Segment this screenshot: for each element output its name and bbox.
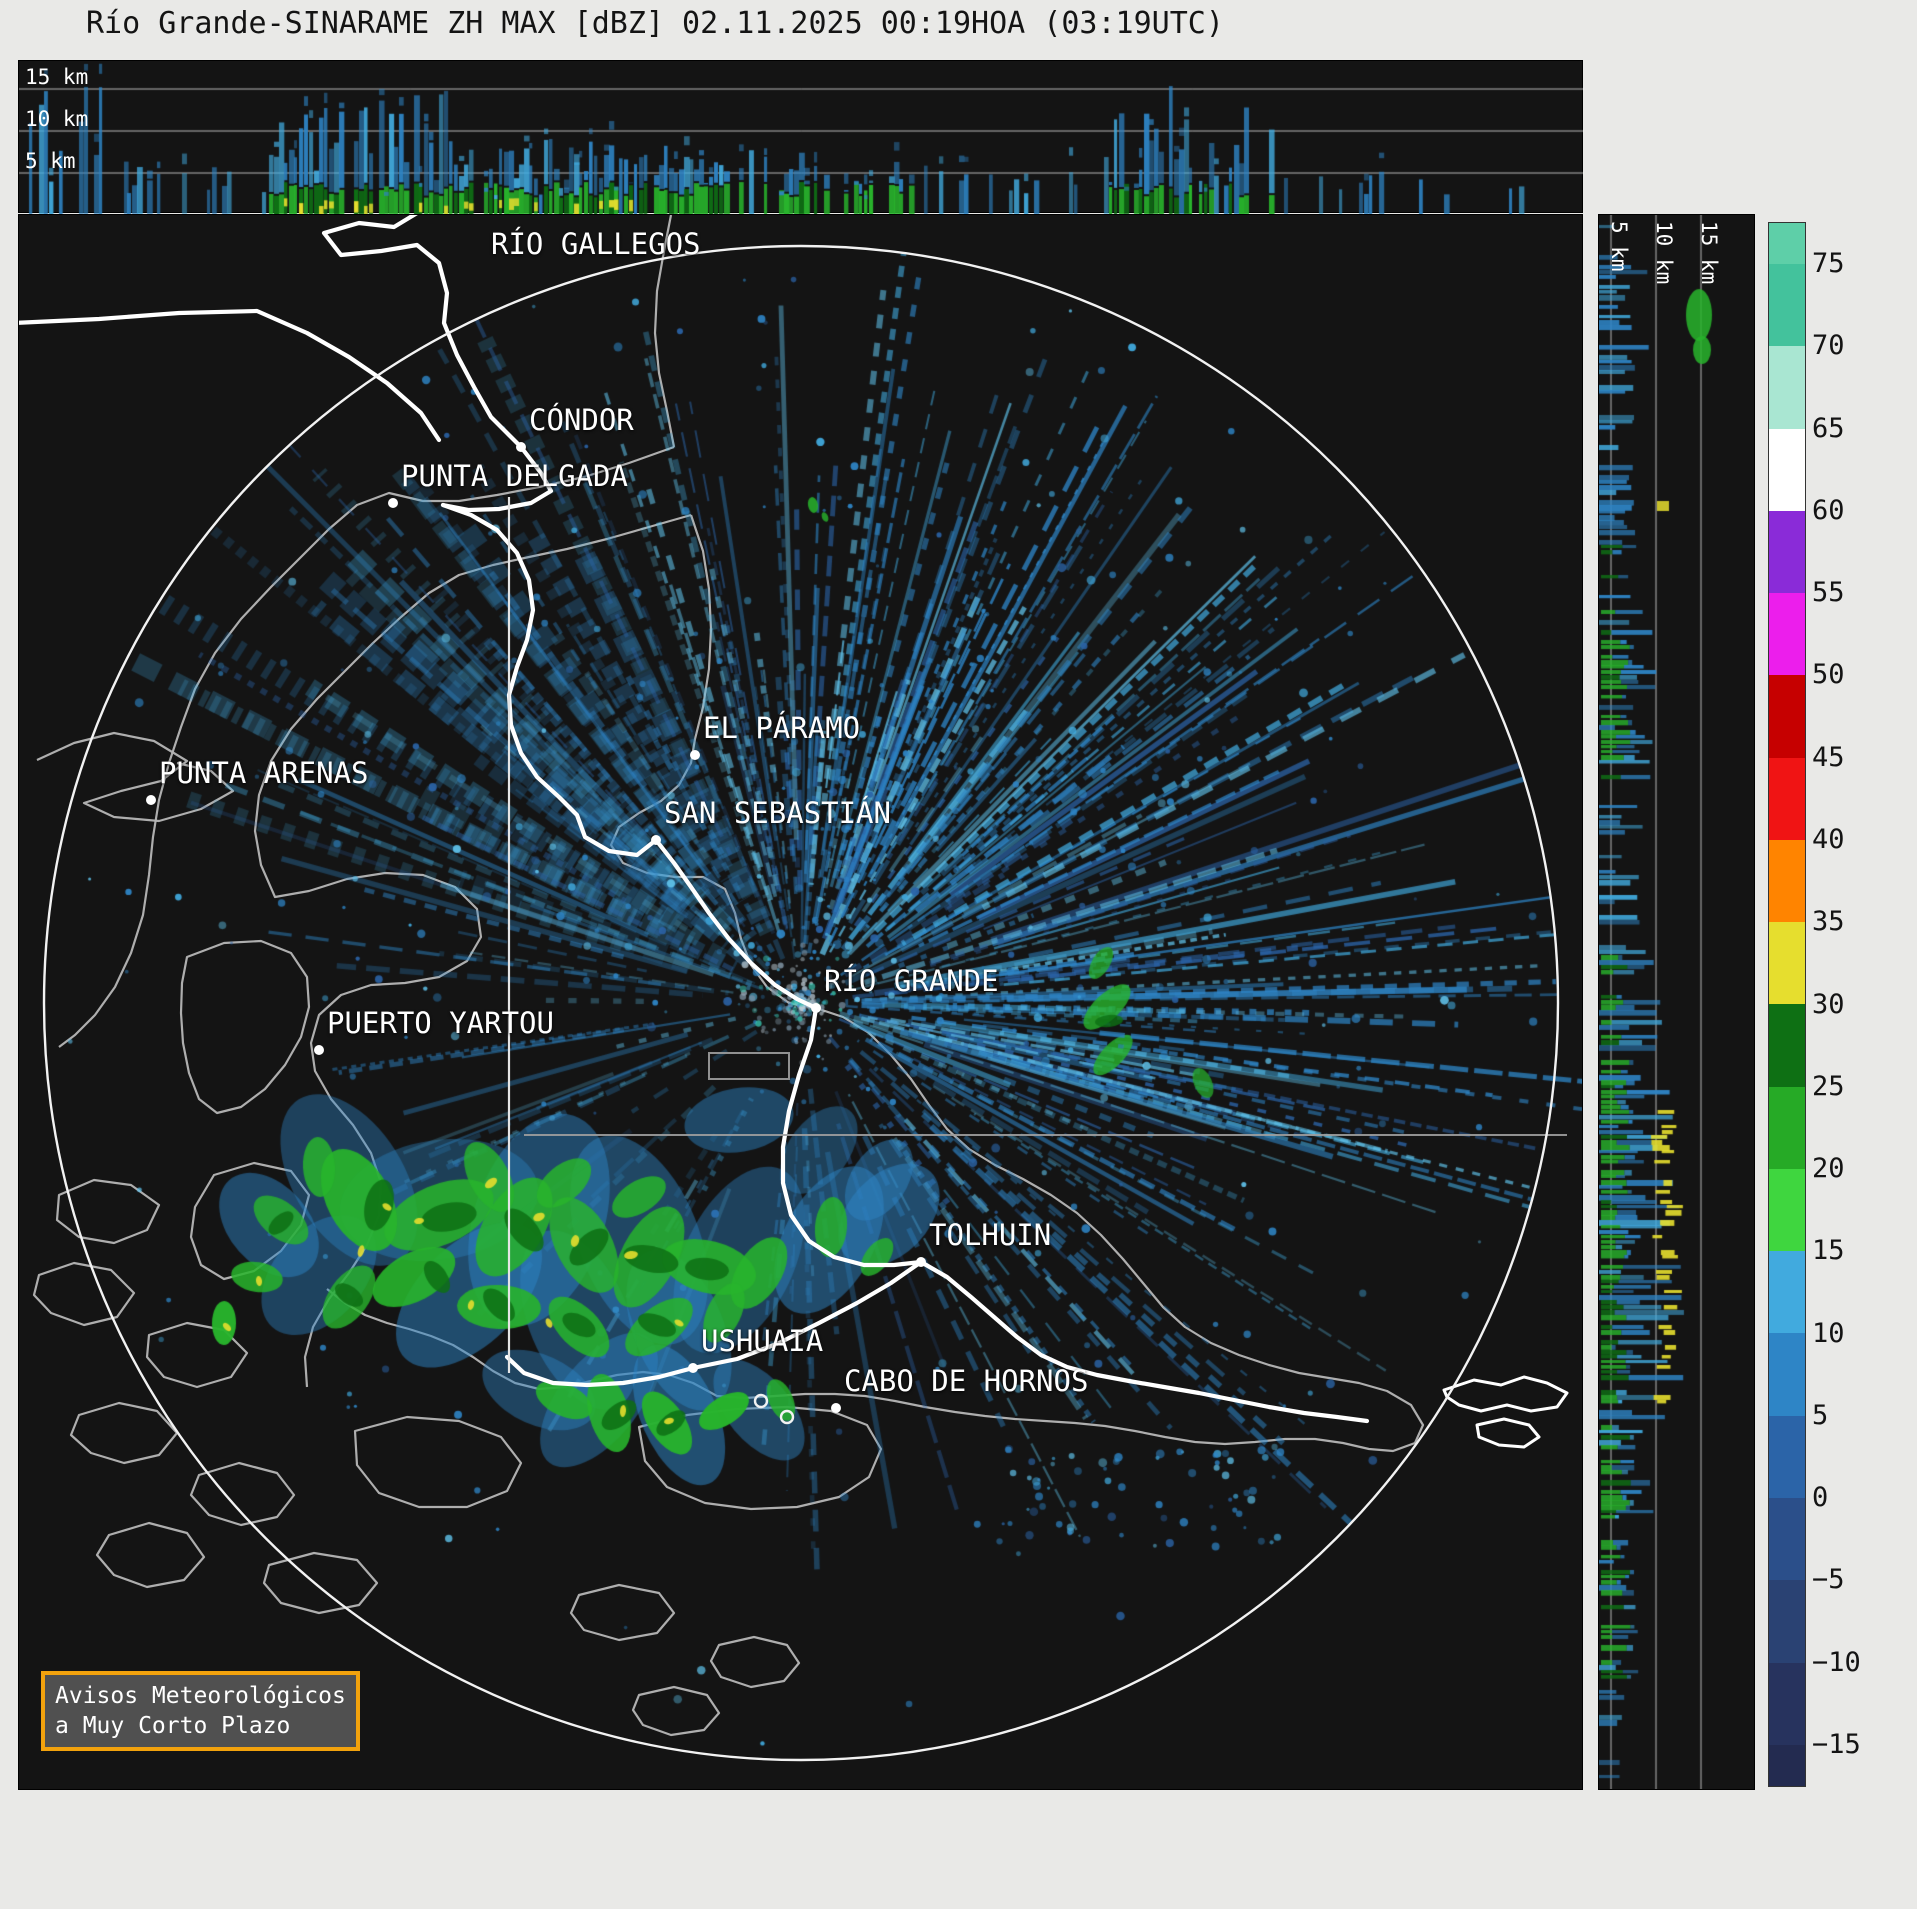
place-dot (916, 1257, 926, 1267)
colorbar-tick: −5 (1812, 1564, 1845, 1596)
altitude-label-10km: 10 km (1652, 221, 1676, 285)
colorbar-segment (1769, 1580, 1805, 1663)
place-dot (651, 835, 661, 845)
footer: Servicio Meteorológico Nacional Argentin… (0, 1790, 1917, 1909)
colorbar-segment (1769, 757, 1805, 840)
altitude-label-15km: 15 km (25, 65, 89, 89)
place-label: EL PÁRAMO (703, 711, 861, 745)
coastlines-layer (32, 215, 1425, 1737)
colorbar-tick: 30 (1812, 988, 1845, 1020)
colorbar-tick: 60 (1812, 494, 1845, 526)
radar-map-panel: RÍO GALLEGOS CÓNDOR PUNTA DELGADA EL PÁRAMO… (18, 214, 1583, 1790)
place-label: RÍO GALLEGOS (491, 227, 701, 261)
place-label: PUNTA ARENAS (159, 756, 369, 790)
colorbar (1768, 222, 1806, 1787)
place-label: CÓNDOR (529, 403, 634, 437)
colorbar-tick: 5 (1812, 1399, 1829, 1431)
cross-section-top-canvas (19, 61, 1584, 214)
colorbar-tick: 25 (1812, 1070, 1845, 1102)
place-dot (516, 442, 526, 452)
colorbar-segment (1769, 1497, 1805, 1581)
warning-notice-box: Avisos Meteorológicos a Muy Corto Plazo (41, 1671, 360, 1751)
colorbar-tick: 35 (1812, 906, 1845, 938)
colorbar-segment (1769, 839, 1805, 923)
place-dot (831, 1403, 841, 1413)
cross-section-side-panel: 5 km 10 km 15 km (1598, 214, 1755, 1790)
place-label: USHUAIA (701, 1324, 824, 1358)
colorbar-segment (1769, 510, 1805, 594)
colorbar-segment (1769, 675, 1805, 758)
colorbar-tick: −15 (1812, 1729, 1861, 1760)
altitude-label-5km: 5 km (25, 149, 76, 173)
colorbar-tick: 20 (1812, 1153, 1845, 1185)
product-title: Río Grande-SINARAME ZH MAX [dBZ] 02.11.2… (86, 6, 1224, 41)
colorbar-tick: 10 (1812, 1317, 1845, 1349)
colorbar-segment (1769, 428, 1805, 511)
place-dot (811, 1003, 821, 1013)
colorbar-segment (1769, 264, 1805, 347)
colorbar-segment (1769, 1086, 1805, 1169)
colorbar-tick: 70 (1812, 330, 1845, 362)
colorbar-segment (1769, 1415, 1805, 1498)
notice-line-1: Avisos Meteorológicos (55, 1683, 346, 1709)
colorbar-tick: 15 (1812, 1235, 1845, 1267)
colorbar-segment (1769, 346, 1805, 429)
colorbar-tick: 55 (1812, 577, 1845, 609)
place-dot (388, 498, 398, 508)
altitude-label-15km: 15 km (1697, 221, 1721, 285)
altitude-label-10km: 10 km (25, 107, 89, 131)
colorbar-tick: 45 (1812, 741, 1845, 773)
coastlines (32, 215, 1425, 1737)
range-ring (42, 244, 1560, 1762)
colorbar-tick: 65 (1812, 412, 1845, 444)
white-islands (1442, 1375, 1569, 1449)
colorbar-segment (1769, 593, 1805, 676)
town-ring-icon (753, 1393, 769, 1409)
colorbar-segments (1769, 223, 1805, 1786)
colorbar-segment (1769, 223, 1805, 264)
colorbar-segment (1769, 1168, 1805, 1252)
place-label: SAN SEBASTIÁN (664, 796, 891, 830)
place-dot (688, 1363, 698, 1373)
lake-outline (708, 1052, 790, 1080)
place-label: CABO DE HORNOS (844, 1364, 1089, 1398)
place-label: RÍO GRANDE (824, 964, 999, 998)
place-dot (314, 1045, 324, 1055)
altitude-label-5km: 5 km (1607, 221, 1631, 272)
place-label: PUNTA DELGADA (401, 459, 628, 493)
cross-section-side-canvas (1599, 215, 1754, 1789)
cross-section-top-panel: 15 km 10 km 5 km (18, 60, 1584, 214)
colorbar-tick: 40 (1812, 823, 1845, 855)
colorbar-tick: 50 (1812, 659, 1845, 691)
place-dot (690, 750, 700, 760)
town-ring-icon (779, 1409, 795, 1425)
colorbar-segment (1769, 922, 1805, 1005)
place-dot (146, 795, 156, 805)
place-label: TOLHUIN (929, 1218, 1052, 1252)
colorbar-tick: −10 (1812, 1646, 1861, 1678)
colorbar-segment (1769, 1744, 1805, 1786)
colorbar-segment (1769, 1333, 1805, 1416)
radar-echoes-canvas (19, 215, 1582, 1789)
colorbar-segment (1769, 1004, 1805, 1087)
colorbar-segment (1769, 1662, 1805, 1745)
place-label: PUERTO YARTOU (327, 1006, 554, 1040)
colorbar-tick: 0 (1812, 1482, 1829, 1514)
routes-layer (19, 215, 1569, 1762)
colorbar-tick-labels: 75 70 65 60 55 50 45 40 35 30 25 20 15 10 5 0 −5 −10 −15 (1812, 222, 1912, 1785)
colorbar-segment (1769, 1251, 1805, 1334)
colorbar-tick: 75 (1812, 248, 1845, 279)
notice-line-2: a Muy Corto Plazo (55, 1713, 291, 1739)
